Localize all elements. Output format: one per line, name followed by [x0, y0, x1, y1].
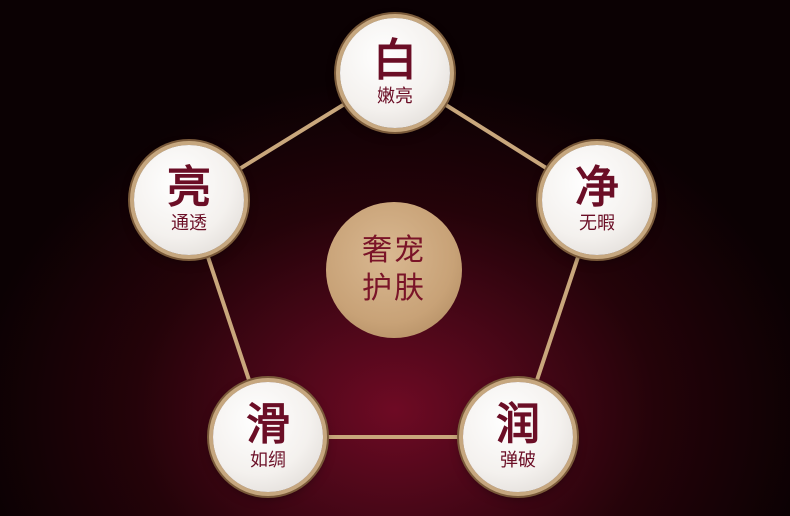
node-subtitle: 通透	[171, 213, 207, 234]
node-title: 滑	[246, 399, 290, 450]
node-subtitle: 如绸	[250, 450, 286, 471]
node-liang: 亮 通透	[134, 145, 244, 255]
node-title: 润	[496, 399, 540, 450]
center-line-1: 奢宠	[362, 233, 426, 268]
node-title: 净	[575, 162, 619, 213]
node-jing: 净 无暇	[542, 145, 652, 255]
node-subtitle: 无暇	[579, 213, 615, 234]
node-bai: 白 嫩亮	[340, 18, 450, 128]
node-subtitle: 弹破	[500, 450, 536, 471]
center-badge: 奢宠 护肤	[326, 202, 462, 338]
node-hua: 滑 如绸	[213, 382, 323, 492]
node-run: 润 弹破	[463, 382, 573, 492]
node-subtitle: 嫩亮	[377, 86, 413, 107]
node-title: 亮	[167, 162, 211, 213]
node-title: 白	[373, 35, 417, 86]
center-line-2: 护肤	[362, 271, 426, 306]
